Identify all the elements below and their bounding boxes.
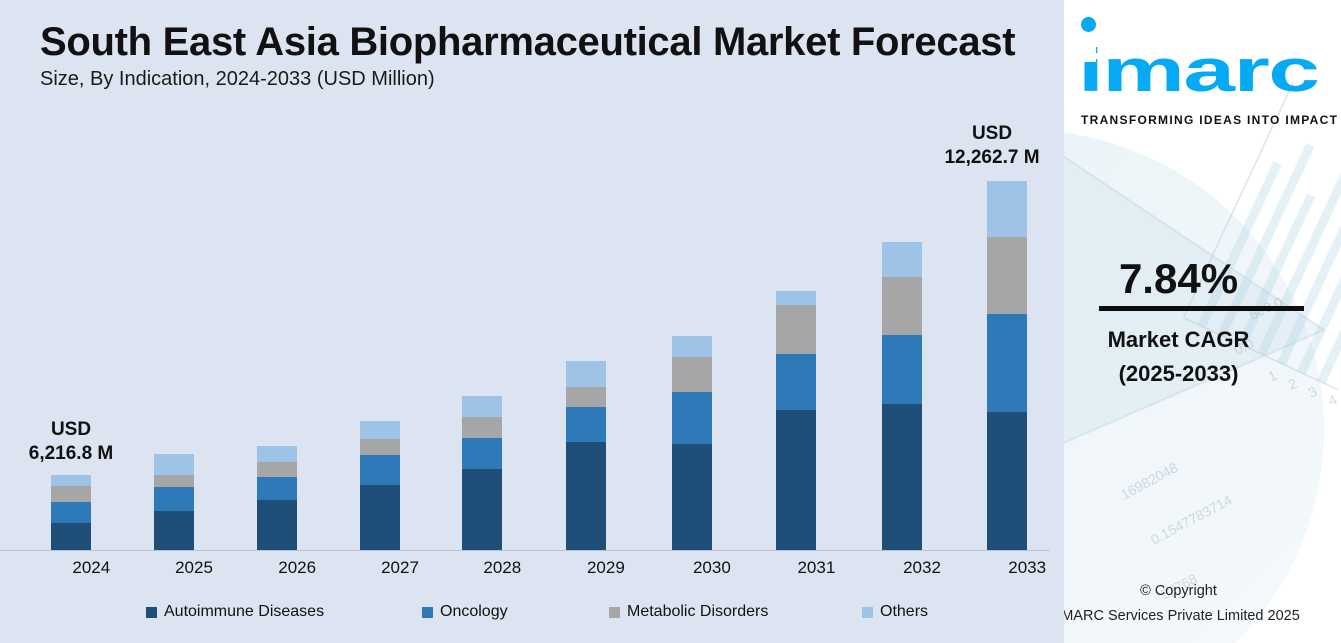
svg-text:4: 4	[1326, 391, 1340, 409]
